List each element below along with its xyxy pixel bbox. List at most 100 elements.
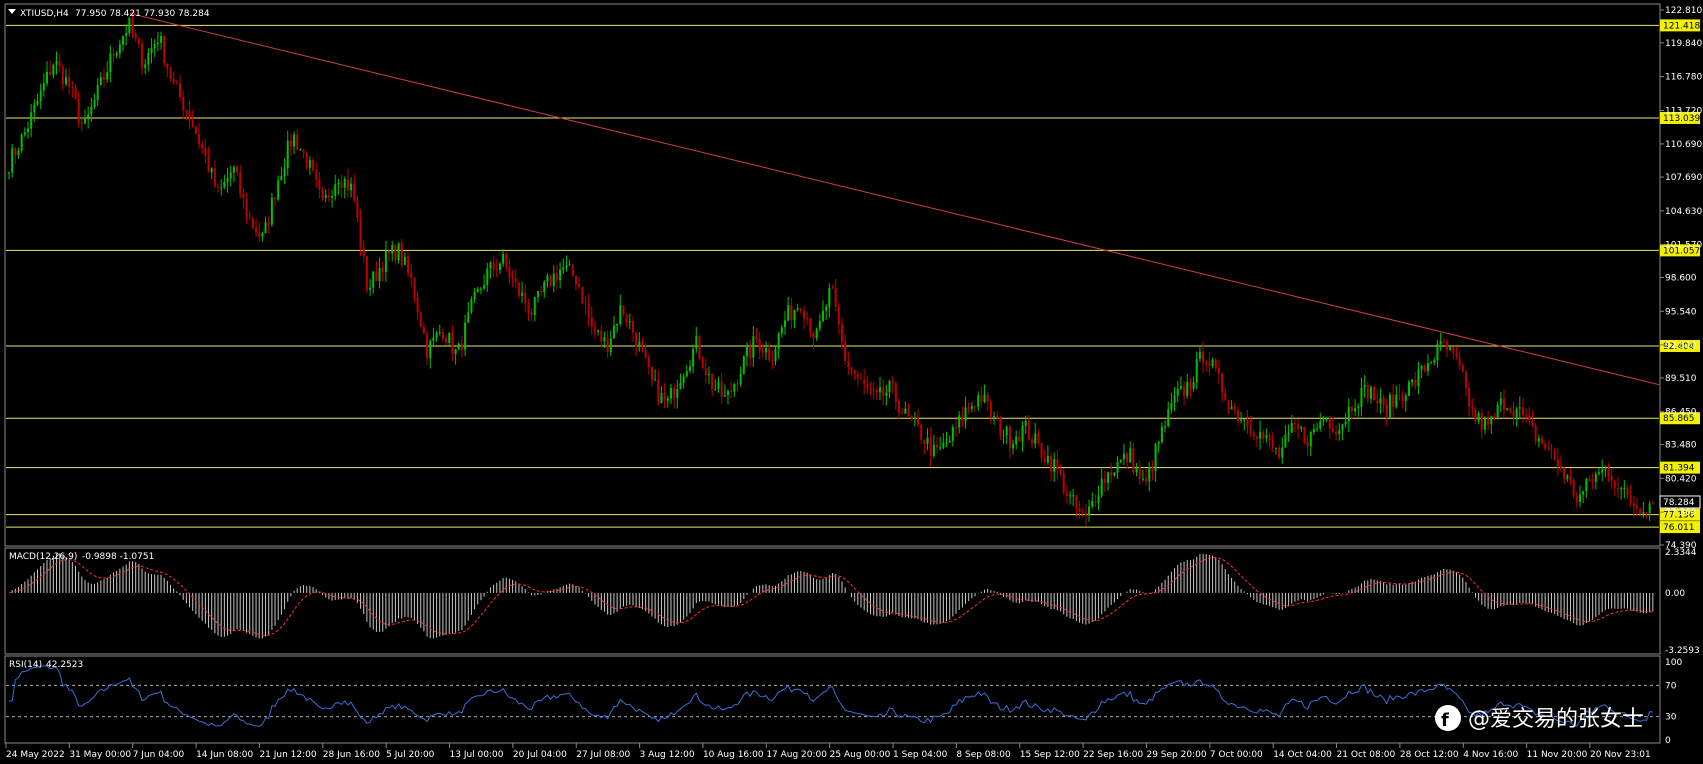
level-tag [1660, 339, 1700, 352]
candle [1623, 480, 1626, 499]
candle [1515, 406, 1518, 427]
candle [223, 174, 226, 190]
candle [90, 97, 93, 122]
time-tick-label: 27 Jul 08:00 [576, 750, 630, 760]
candle [1205, 360, 1208, 372]
candle [1559, 455, 1562, 473]
rsi-axis: 100 70 30 0 [1665, 658, 1682, 746]
price-tick-label: 95.540 [1665, 307, 1697, 317]
candle [1078, 500, 1081, 519]
candle [1110, 463, 1113, 483]
candle [1582, 490, 1585, 504]
candle [239, 164, 242, 199]
candle [752, 326, 755, 367]
candle [1360, 377, 1363, 417]
horizontal-levels [6, 24, 1659, 528]
candle [1382, 394, 1385, 413]
candle [635, 332, 638, 356]
candle [885, 384, 888, 406]
candle [650, 366, 653, 387]
candle [669, 384, 672, 405]
candle [1480, 408, 1483, 439]
candle [901, 407, 904, 414]
candle [1230, 400, 1233, 410]
candle [923, 439, 926, 454]
time-tick-label: 5 Jul 20:00 [386, 750, 435, 760]
candle [1126, 451, 1129, 470]
candle [562, 258, 565, 274]
level-tag [1660, 508, 1700, 521]
weibo-logo-icon [1435, 705, 1461, 731]
candle [68, 68, 71, 95]
candle [1243, 418, 1246, 431]
candle [657, 369, 660, 406]
candle [343, 176, 346, 199]
candle [932, 435, 935, 459]
time-tick-label: 31 May 00:00 [69, 750, 131, 760]
price-tick-label: 83.480 [1665, 441, 1697, 451]
candle [774, 346, 777, 366]
time-tick-label: 7 Jun 04:00 [133, 750, 185, 760]
candle [274, 196, 277, 207]
level-tag [1660, 111, 1700, 124]
candle [1306, 434, 1309, 456]
candle [305, 151, 308, 171]
candle [578, 276, 581, 290]
candle [1240, 411, 1243, 424]
candle [955, 418, 958, 437]
candle [1591, 472, 1594, 490]
candle [188, 101, 191, 129]
dropdown-triangle-icon[interactable] [8, 9, 16, 14]
candle [220, 179, 223, 196]
watermark: f @爱交易的张女士 [1435, 705, 1644, 732]
candle [362, 240, 365, 263]
candle [1392, 383, 1395, 418]
candle [1528, 406, 1531, 426]
candle [293, 131, 296, 155]
candle [638, 332, 641, 352]
level-tag-label: 77.136 [1663, 511, 1695, 521]
candle [445, 334, 448, 346]
candle [806, 311, 809, 326]
candle [198, 123, 201, 150]
candle [1572, 477, 1575, 499]
candle [1325, 416, 1328, 423]
candle [1233, 402, 1236, 415]
candle [147, 48, 150, 72]
candle [536, 290, 539, 303]
rsi-pane-border [4, 655, 1661, 744]
candle [1404, 393, 1407, 412]
candle [758, 331, 761, 360]
trend-line[interactable] [129, 12, 1660, 386]
candle [986, 391, 989, 411]
candle [628, 313, 631, 330]
candle [894, 381, 897, 410]
candle [1259, 420, 1262, 450]
candle [1084, 503, 1087, 527]
candle [226, 167, 229, 193]
candle [904, 401, 907, 415]
candle [17, 147, 20, 159]
candle [780, 324, 783, 338]
candle [65, 68, 68, 87]
candle [1081, 508, 1084, 518]
candle [1388, 392, 1391, 419]
candle [1167, 401, 1170, 428]
candle [1145, 468, 1148, 486]
candle [559, 262, 562, 289]
candle [837, 302, 840, 335]
candle [707, 366, 710, 385]
candle [1312, 423, 1315, 436]
candle [502, 249, 505, 267]
candle [1056, 450, 1059, 480]
candle [1015, 430, 1018, 450]
candle [1164, 420, 1167, 433]
candle [521, 281, 524, 304]
time-tick-label: 8 Sep 08:00 [956, 750, 1011, 760]
candle [1129, 441, 1132, 463]
candle [1338, 423, 1341, 441]
time-tick-label: 28 Jun 16:00 [323, 750, 380, 760]
ohlc-readout: 77.950 78.421 77.930 78.284 [75, 9, 210, 19]
candle [783, 310, 786, 335]
